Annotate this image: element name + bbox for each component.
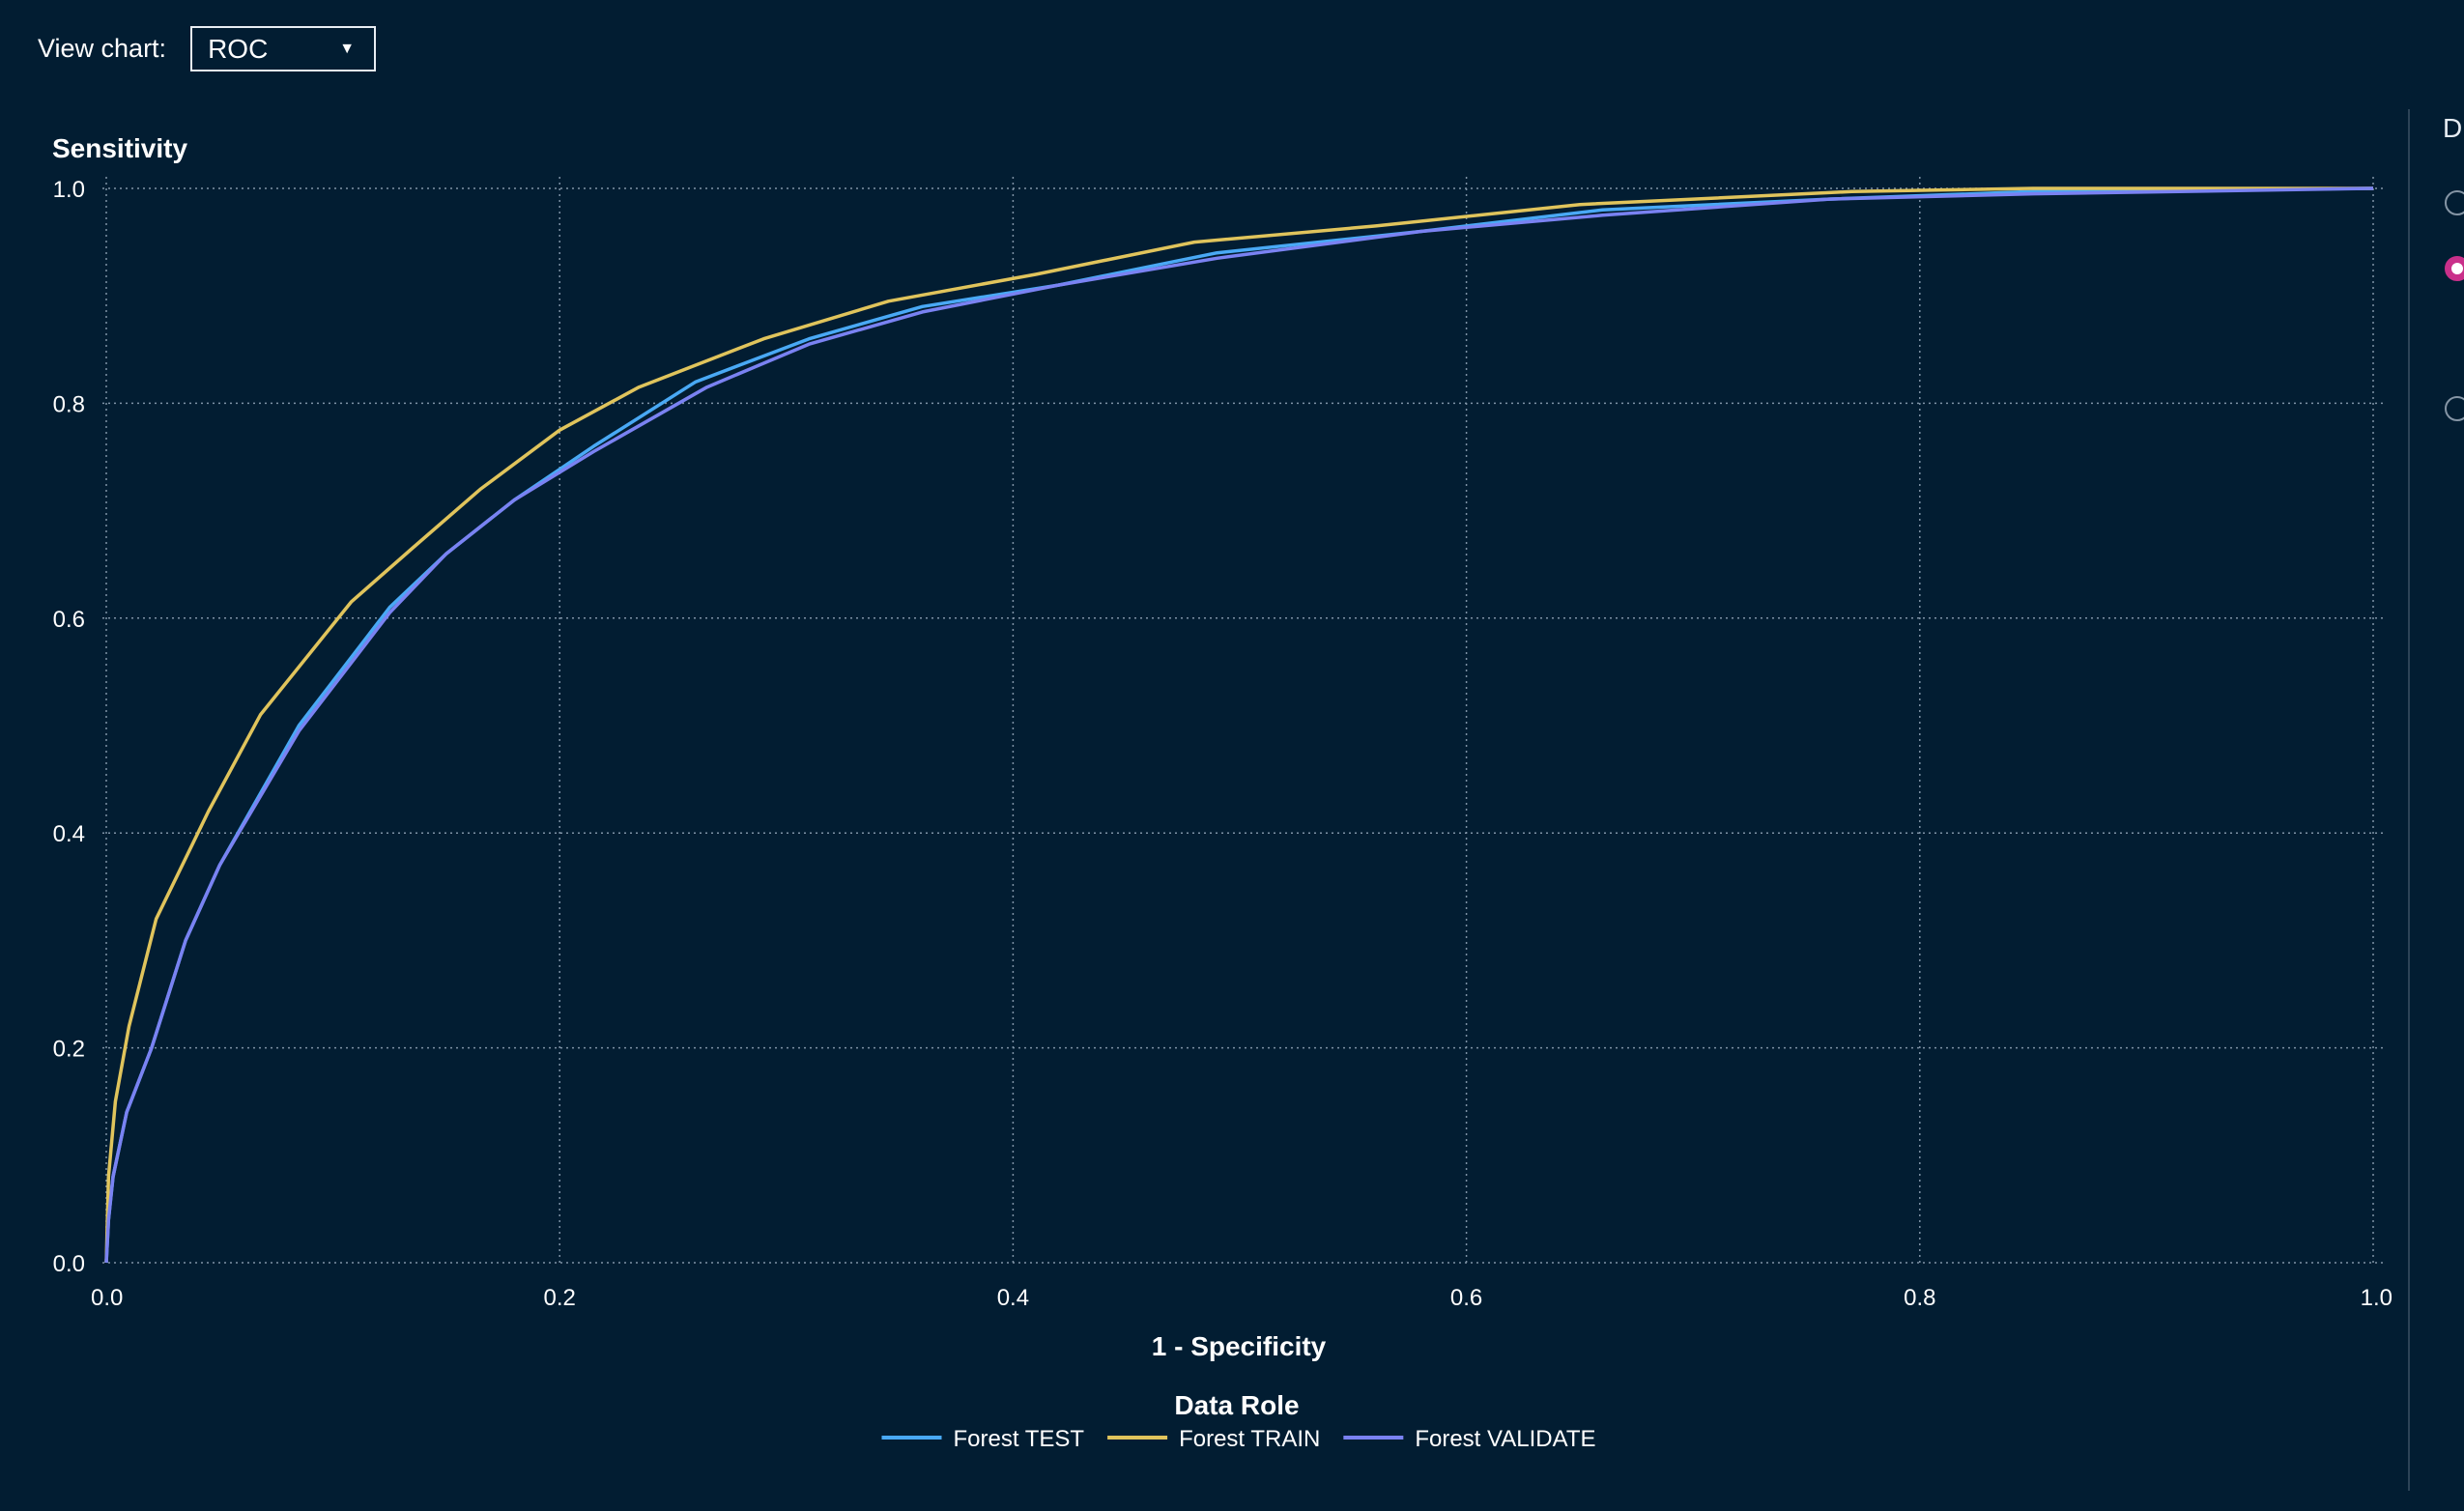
series-line-forest-test xyxy=(104,186,2374,1264)
y-tick-label: 0.8 xyxy=(53,391,85,417)
view-chart-toolbar: View chart: ROC ▼ xyxy=(38,26,377,71)
x-tick-label: 0.4 xyxy=(997,1285,1029,1311)
view-chart-label: View chart: xyxy=(38,34,167,63)
legend-title: Data Role xyxy=(1174,1390,1299,1420)
radio-option-3[interactable] xyxy=(2445,396,2464,421)
radio-option-1[interactable] xyxy=(2445,190,2464,215)
series-line-forest-validate xyxy=(104,186,2374,1264)
y-axis-label: Sensitivity xyxy=(52,133,187,163)
legend-label: Forest VALIDATE xyxy=(1415,1426,1595,1452)
panel-title: D xyxy=(2443,113,2463,143)
x-tick-label: 1.0 xyxy=(2361,1285,2392,1311)
y-tick-label: 0.2 xyxy=(53,1037,85,1063)
legend-label: Forest TRAIN xyxy=(1179,1426,1320,1452)
chart-type-select-value: ROC xyxy=(208,33,269,64)
series-line-forest-train xyxy=(104,186,2373,1264)
y-tick-label: 0.4 xyxy=(53,821,85,847)
y-tick-label: 0.0 xyxy=(53,1251,85,1277)
x-tick-label: 0.8 xyxy=(1904,1285,1935,1311)
grid-lines xyxy=(102,177,2385,1267)
legend: Data Role Forest TEST Forest TRAIN Forest … xyxy=(881,1390,1596,1452)
x-tick-label: 0.2 xyxy=(544,1285,576,1311)
x-tick-label: 0.6 xyxy=(1450,1285,1482,1311)
axis-labels: Sensitivity 1 - Specificity xyxy=(52,133,1327,1361)
series-lines xyxy=(104,186,2374,1264)
y-tick-label: 1.0 xyxy=(53,177,85,203)
y-tick-label: 0.6 xyxy=(53,607,85,633)
x-tick-label: 0.0 xyxy=(91,1285,123,1311)
radio-option-2[interactable] xyxy=(2445,256,2464,281)
chart-type-select[interactable]: ROC ▼ xyxy=(190,26,377,71)
chevron-down-icon: ▼ xyxy=(339,41,356,57)
data-role-panel: D xyxy=(2408,109,2464,1491)
axis-ticks: 0.0 0.2 0.4 0.6 0.8 1.0 0.0 0.2 0.4 0.6 0.8 1.0 xyxy=(53,177,2392,1311)
legend-label: Forest TEST xyxy=(953,1426,1084,1452)
x-axis-label: 1 - Specificity xyxy=(1152,1331,1327,1361)
